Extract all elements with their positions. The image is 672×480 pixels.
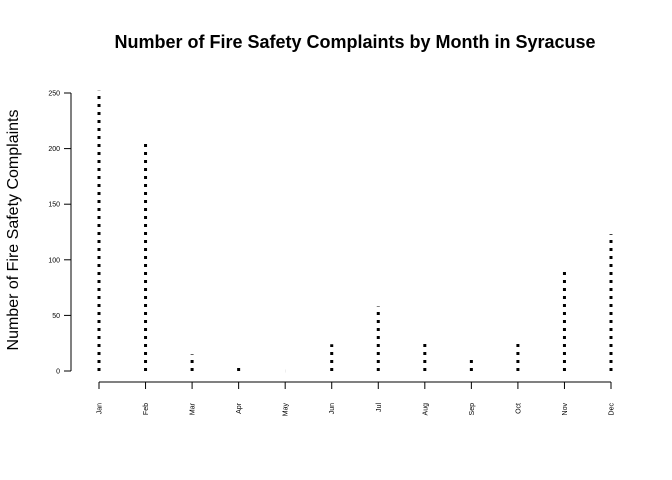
x-tick-label-aug: Aug	[422, 403, 429, 416]
x-tick-label-jul: Jul	[376, 403, 383, 412]
x-tick-label-oct: Oct	[515, 403, 522, 414]
y-tick-label: 150	[48, 202, 60, 209]
x-tick-label-jan: Jan	[97, 403, 104, 414]
y-axis-ticks: 0 50 100 150 200 250	[48, 91, 71, 376]
x-tick-label-dec: Dec	[609, 403, 616, 416]
x-axis-ticks: Jan Feb Mar Apr May Jun Jul Aug Sep Oct Nov Dec	[97, 382, 616, 416]
y-axis-label: Number of Fire Safety Complaints	[5, 110, 22, 351]
y-tick-label: 100	[48, 257, 60, 264]
x-tick-label-nov: Nov	[562, 403, 569, 416]
x-tick-label-jun: Jun	[329, 403, 336, 414]
x-tick-label-mar: Mar	[190, 402, 197, 415]
y-tick-label: 50	[52, 313, 60, 320]
data-bars	[97, 90, 613, 371]
x-tick-label-apr: Apr	[236, 402, 243, 414]
y-tick-label: 0	[56, 369, 60, 376]
y-tick-label: 250	[48, 91, 60, 98]
chart-title: Number of Fire Safety Complaints by Mont…	[114, 32, 595, 52]
x-tick-label-sep: Sep	[469, 403, 476, 416]
x-tick-label-may: May	[283, 403, 290, 417]
y-tick-label: 200	[48, 146, 60, 153]
x-tick-label-feb: Feb	[143, 403, 150, 415]
